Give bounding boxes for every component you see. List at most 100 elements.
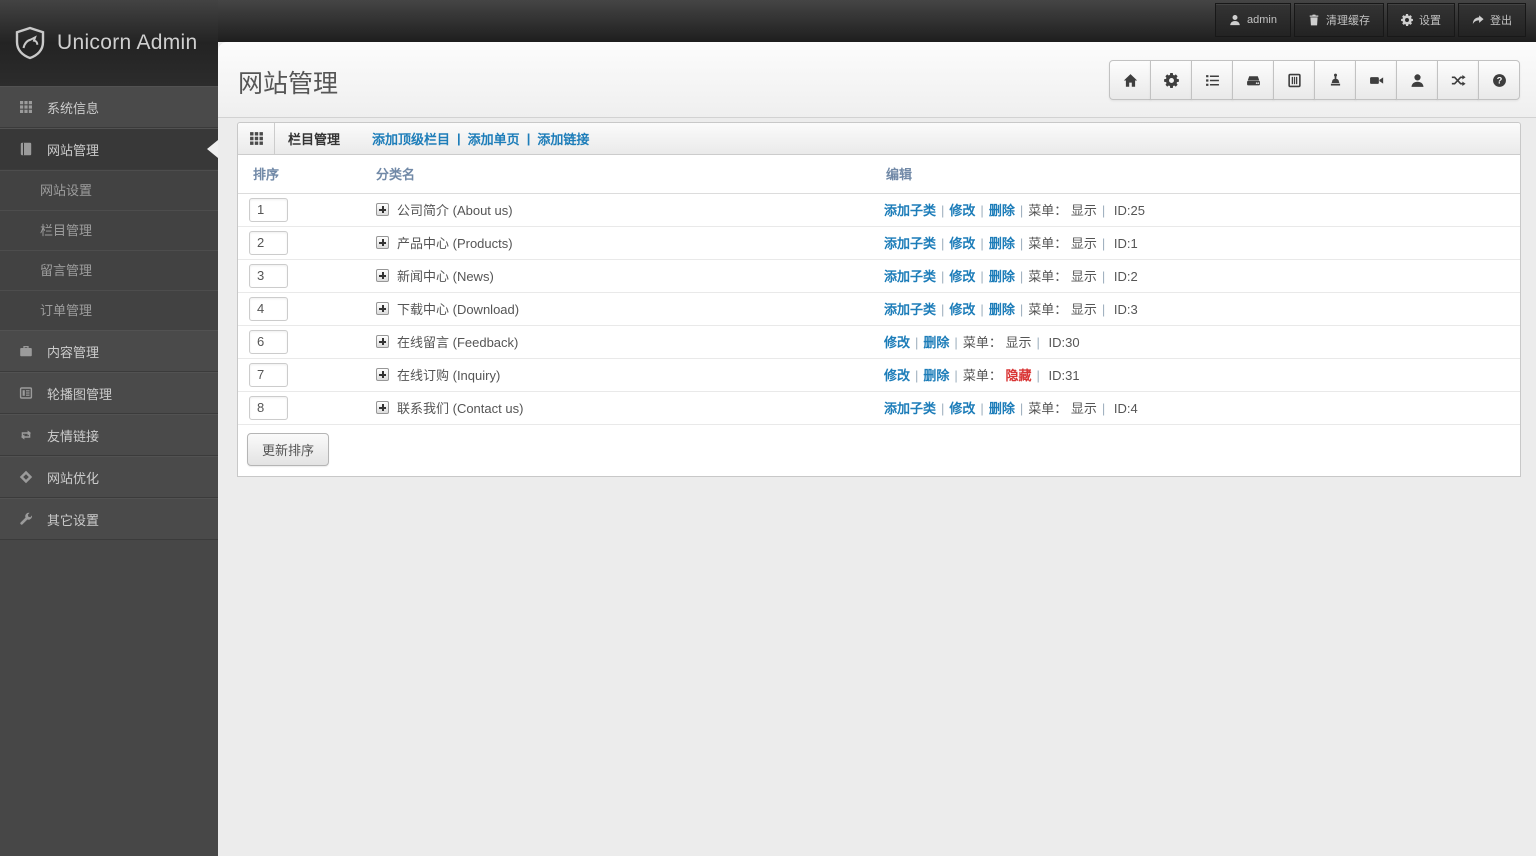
diamond-icon xyxy=(19,470,34,484)
reader-button[interactable] xyxy=(1273,60,1315,100)
quick-toolbar: ? xyxy=(1109,60,1520,100)
edit-link[interactable]: 修改 xyxy=(949,236,976,251)
shuffle-button[interactable] xyxy=(1437,60,1479,100)
table-row: 产品中心 (Products) 添加子类 | 修改 | 删除 | 菜单： 显示 | ID:1 xyxy=(238,226,1520,260)
add-top-column-link[interactable]: 添加顶级栏目 xyxy=(372,132,451,147)
sidebar-subitem-column-management[interactable]: 栏目管理 xyxy=(0,210,218,250)
add-link-link[interactable]: 添加链接 xyxy=(537,132,590,147)
menu-label: 菜单： xyxy=(1028,203,1068,218)
hdd-button[interactable] xyxy=(1232,60,1274,100)
expand-icon[interactable] xyxy=(376,203,389,216)
category-name: 公司简介 (About us) xyxy=(397,203,513,218)
sidebar-subitem-order-management[interactable]: 订单管理 xyxy=(0,290,218,330)
add-subcategory-link[interactable]: 添加子类 xyxy=(884,401,937,416)
table-row: 下载中心 (Download) 添加子类 | 修改 | 删除 | 菜单： 显示 | ID:3 xyxy=(238,292,1520,326)
settings-label: 设置 xyxy=(1419,15,1441,27)
sidebar-item-other-settings[interactable]: 其它设置 xyxy=(0,498,218,540)
table-row: 在线留言 (Feedback) 修改 | 删除 | 菜单： 显示 | ID:30 xyxy=(238,325,1520,359)
row-id: ID:1 xyxy=(1113,236,1138,251)
clear-cache-label: 清理缓存 xyxy=(1326,15,1370,27)
delete-link[interactable]: 删除 xyxy=(923,368,950,383)
sidebar-item-site-management[interactable]: 网站管理 xyxy=(0,128,218,170)
sidebar-item-friendly-links[interactable]: 友情链接 xyxy=(0,414,218,456)
th-grid-icon xyxy=(238,123,275,154)
main-content: 网站管理 ? 栏目管理 添加顶级栏目 | 添加单页 | 添加链接 xyxy=(218,42,1536,856)
user-menu-button[interactable]: admin xyxy=(1215,3,1291,37)
edit-link[interactable]: 修改 xyxy=(884,335,911,350)
brand: Unicorn Admin xyxy=(0,0,218,86)
separator: | xyxy=(980,401,984,416)
add-subcategory-link[interactable]: 添加子类 xyxy=(884,302,937,317)
settings-gear-button[interactable] xyxy=(1150,60,1192,100)
user-button[interactable] xyxy=(1396,60,1438,100)
video-camera-icon xyxy=(1369,76,1383,84)
delete-link[interactable]: 删除 xyxy=(988,302,1015,317)
expand-icon[interactable] xyxy=(376,368,389,381)
help-button[interactable]: ? xyxy=(1478,60,1520,100)
expand-icon[interactable] xyxy=(376,335,389,348)
category-name: 在线订购 (Inquiry) xyxy=(397,368,501,383)
separator: | xyxy=(980,302,984,317)
video-button[interactable] xyxy=(1355,60,1397,100)
edit-link[interactable]: 修改 xyxy=(949,401,976,416)
column-header-name: 分类名 xyxy=(376,155,884,194)
delete-link[interactable]: 删除 xyxy=(988,236,1015,251)
edit-link[interactable]: 修改 xyxy=(949,302,976,317)
sort-input[interactable] xyxy=(249,296,288,321)
home-button[interactable] xyxy=(1109,60,1151,100)
sidebar-item-content-management[interactable]: 内容管理 xyxy=(0,330,218,372)
sort-input[interactable] xyxy=(249,329,288,354)
delete-link[interactable]: 删除 xyxy=(988,401,1015,416)
row-id: ID:2 xyxy=(1113,269,1138,284)
sidebar-item-carousel-management[interactable]: 轮播图管理 xyxy=(0,372,218,414)
delete-link[interactable]: 删除 xyxy=(923,335,950,350)
edit-link[interactable]: 修改 xyxy=(949,269,976,284)
category-name: 产品中心 (Products) xyxy=(397,236,513,251)
row-id: ID:25 xyxy=(1113,203,1145,218)
delete-link[interactable]: 删除 xyxy=(988,269,1015,284)
sidebar-item-label: 系统信息 xyxy=(47,100,100,116)
image-icon xyxy=(19,386,34,400)
menu-label: 菜单： xyxy=(1028,302,1068,317)
expand-icon[interactable] xyxy=(376,236,389,249)
sidebar-subitem-site-settings[interactable]: 网站设置 xyxy=(0,170,218,210)
add-subcategory-link[interactable]: 添加子类 xyxy=(884,236,937,251)
separator: | xyxy=(941,401,945,416)
expand-icon[interactable] xyxy=(376,401,389,414)
sort-input[interactable] xyxy=(249,263,288,288)
add-subcategory-link[interactable]: 添加子类 xyxy=(884,203,937,218)
sidebar-item-label: 网站优化 xyxy=(47,470,100,486)
separator: | xyxy=(1019,236,1024,251)
menu-status: 显示 xyxy=(1070,269,1097,284)
sort-input[interactable] xyxy=(249,230,288,255)
update-sort-button[interactable]: 更新排序 xyxy=(247,432,330,466)
expand-icon[interactable] xyxy=(376,269,389,282)
settings-button[interactable]: 设置 xyxy=(1387,3,1455,37)
sidebar-item-site-optimization[interactable]: 网站优化 xyxy=(0,456,218,498)
edit-link[interactable]: 修改 xyxy=(949,203,976,218)
add-subcategory-link[interactable]: 添加子类 xyxy=(884,269,937,284)
separator: | xyxy=(1019,269,1024,284)
separator: | xyxy=(1101,401,1106,416)
list-button[interactable] xyxy=(1191,60,1233,100)
stamp-button[interactable] xyxy=(1314,60,1356,100)
sort-input[interactable] xyxy=(249,362,288,387)
separator: | xyxy=(980,203,984,218)
column-header-sort: 排序 xyxy=(238,155,376,194)
expand-icon[interactable] xyxy=(376,302,389,315)
edit-link[interactable]: 修改 xyxy=(884,368,911,383)
menu-status: 显示 xyxy=(1070,302,1097,317)
logout-button[interactable]: 登出 xyxy=(1458,3,1526,37)
svg-text:?: ? xyxy=(1496,75,1502,85)
add-single-page-link[interactable]: 添加单页 xyxy=(467,132,520,147)
sort-input[interactable] xyxy=(249,395,288,420)
sidebar-submenu: 网站设置 栏目管理 留言管理 订单管理 xyxy=(0,170,218,330)
delete-link[interactable]: 删除 xyxy=(988,203,1015,218)
page-header: 网站管理 ? xyxy=(218,42,1536,118)
sidebar-item-system-info[interactable]: 系统信息 xyxy=(0,86,218,128)
sort-input[interactable] xyxy=(249,197,288,222)
sidebar-subitem-message-management[interactable]: 留言管理 xyxy=(0,250,218,290)
column-management-panel: 栏目管理 添加顶级栏目 | 添加单页 | 添加链接 排序 分类名 编辑 xyxy=(237,122,1521,477)
menu-status-hidden: 隐藏 xyxy=(1005,368,1032,383)
clear-cache-button[interactable]: 清理缓存 xyxy=(1294,3,1384,37)
